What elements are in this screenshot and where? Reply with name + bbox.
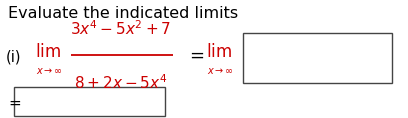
Text: $8+2x-5x^4$: $8+2x-5x^4$ bbox=[73, 73, 167, 92]
Text: (i): (i) bbox=[6, 49, 22, 64]
Text: $x{\rightarrow}\infty$: $x{\rightarrow}\infty$ bbox=[36, 66, 63, 76]
FancyBboxPatch shape bbox=[243, 33, 392, 83]
Text: $\mathrm{lim}$: $\mathrm{lim}$ bbox=[35, 43, 61, 61]
Text: $=$: $=$ bbox=[6, 95, 22, 110]
Text: $3x^4-5x^2+7$: $3x^4-5x^2+7$ bbox=[70, 19, 171, 38]
Text: $\mathrm{lim}$: $\mathrm{lim}$ bbox=[206, 43, 232, 61]
Text: Evaluate the indicated limits: Evaluate the indicated limits bbox=[8, 6, 238, 21]
FancyBboxPatch shape bbox=[14, 87, 165, 116]
Text: $=$: $=$ bbox=[186, 46, 204, 64]
Text: $x{\rightarrow}\infty$: $x{\rightarrow}\infty$ bbox=[207, 66, 234, 76]
